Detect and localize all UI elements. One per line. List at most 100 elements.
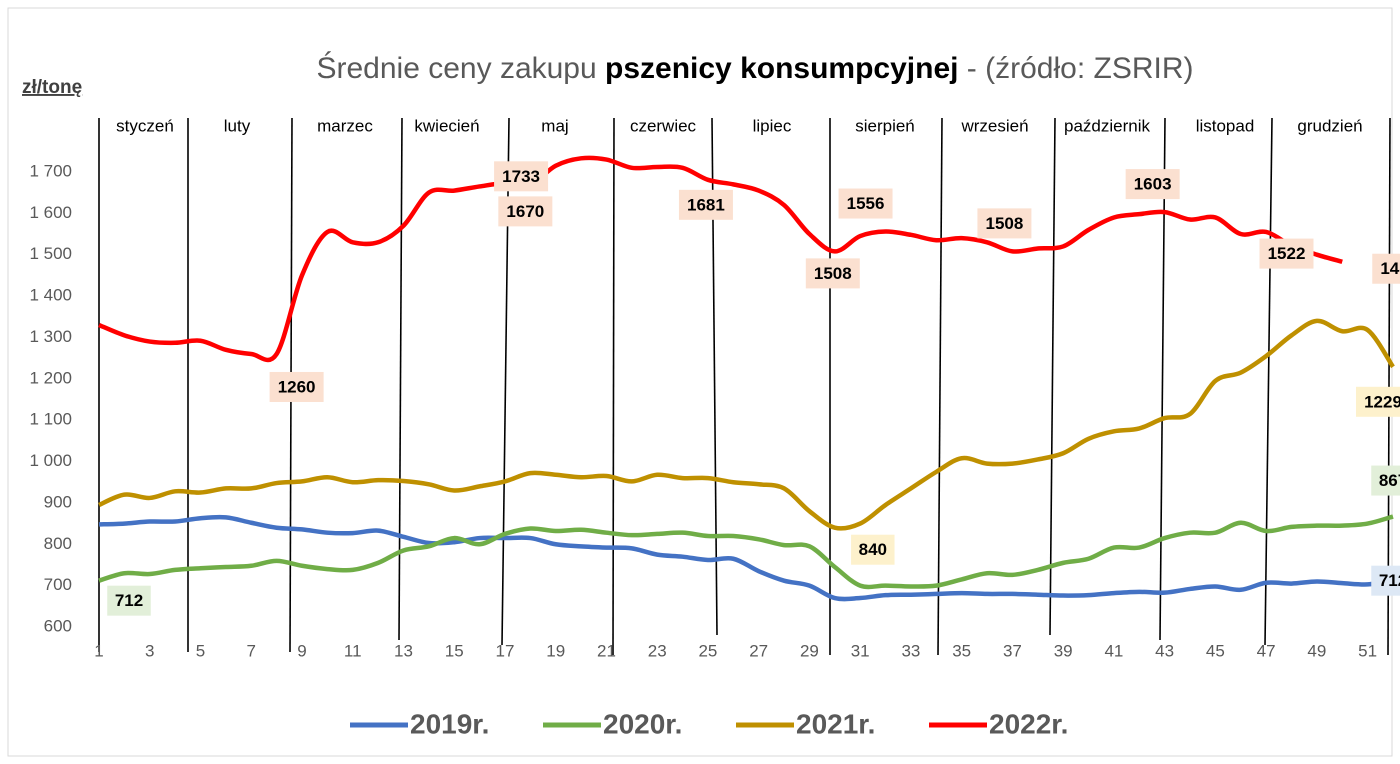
chart-title: Średnie ceny zakupu pszenicy konsumpcyjn… (317, 51, 1194, 85)
x-tick-label: 13 (394, 641, 413, 660)
month-separator (1264, 117, 1273, 646)
x-tick-label: 5 (196, 641, 205, 660)
data-label: 712 (1379, 571, 1400, 590)
x-tick-label: 17 (495, 641, 514, 660)
data-label: 1508 (985, 214, 1023, 233)
month-label: lipiec (753, 116, 792, 135)
y-tick-label: 600 (44, 616, 72, 635)
month-separator (612, 117, 615, 656)
data-label-box (1371, 465, 1400, 496)
month-label: sierpień (855, 116, 915, 135)
month-separator (1049, 117, 1056, 636)
data-label: 1556 (847, 194, 885, 213)
x-tick-label: 47 (1257, 641, 1276, 660)
x-tick-label: 7 (247, 641, 256, 660)
data-label: 1681 (687, 195, 725, 214)
title-part: Średnie ceny zakupu (317, 51, 606, 85)
data-label-box (1371, 565, 1400, 596)
title-part: pszenicy konsumpcyjnej (605, 52, 958, 85)
month-label: maj (541, 116, 568, 135)
x-tick-label: 37 (1003, 641, 1022, 660)
x-tick-label: 49 (1307, 641, 1326, 660)
data-label: 1522 (1268, 244, 1306, 263)
x-tick-label: 35 (952, 641, 971, 660)
data-label: 712 (115, 591, 143, 610)
month-label: styczeń (116, 116, 174, 135)
y-tick-label: 1 300 (29, 327, 72, 346)
legend-label: 2021r. (796, 708, 875, 739)
month-label: wrzesień (960, 116, 1028, 135)
title-part: - (źródło: ZSRIR) (958, 52, 1193, 85)
y-tick-label: 800 (44, 534, 72, 553)
y-tick-label: 700 (44, 575, 72, 594)
data-label-box (1372, 253, 1400, 284)
legend-label: 2019r. (410, 708, 489, 739)
series-line (98, 514, 1394, 590)
month-label: kwiecień (414, 116, 479, 135)
month-label: luty (224, 116, 251, 135)
month-separators (98, 117, 1391, 656)
data-label: 1508 (814, 264, 852, 283)
legend-label: 2020r. (603, 708, 682, 739)
x-tick-label: 31 (851, 641, 870, 660)
x-tick-label: 39 (1054, 641, 1073, 660)
x-tick-label: 45 (1206, 641, 1225, 660)
y-axis-label: zł/tonę (22, 77, 82, 98)
month-label: czerwiec (630, 116, 697, 135)
data-label: 1260 (278, 377, 316, 396)
data-label-box (678, 189, 733, 220)
x-tick-label: 23 (648, 641, 667, 660)
month-label: październik (1064, 116, 1150, 135)
month-label: grudzień (1297, 116, 1362, 135)
series-line (98, 155, 1343, 363)
y-tick-label: 1 700 (29, 161, 72, 180)
data-label-box (1259, 238, 1314, 269)
y-tick-label: 1 400 (29, 286, 72, 305)
x-tick-label: 29 (800, 641, 819, 660)
y-tick-label: 1 600 (29, 203, 72, 222)
y-tick-label: 1 500 (29, 244, 72, 263)
data-label: 1603 (1134, 175, 1172, 194)
data-label-box (269, 371, 324, 402)
data-label: 867 (1379, 471, 1400, 490)
series-line (98, 514, 1394, 602)
data-label-box (498, 196, 553, 227)
data-label-box (1356, 386, 1400, 417)
chart-frame (7, 7, 1393, 757)
data-label-box (851, 534, 895, 565)
data-label: 840 (859, 540, 887, 559)
x-tick-label: 21 (597, 641, 616, 660)
x-tick-label: 25 (698, 641, 717, 660)
x-tick-label: 51 (1358, 641, 1377, 660)
y-tick-label: 900 (44, 492, 72, 511)
month-separator (937, 117, 943, 656)
data-label: 1229 (1364, 392, 1400, 411)
x-tick-label: 11 (344, 641, 362, 660)
series-line (98, 318, 1395, 531)
y-tick-label: 1 100 (29, 410, 72, 429)
data-label-box (838, 188, 893, 219)
legend-label: 2022r. (989, 708, 1068, 739)
x-tick-label: 15 (445, 641, 464, 660)
x-tick-label: 33 (901, 641, 920, 660)
y-tick-label: 1 000 (29, 451, 72, 470)
data-label-box (107, 585, 151, 616)
data-label-box (1125, 169, 1180, 200)
x-tick-label: 41 (1104, 641, 1123, 660)
data-label-box (977, 208, 1032, 239)
x-tick-label: 27 (749, 641, 768, 660)
month-label: listopad (1196, 116, 1255, 135)
x-tick-label: 19 (546, 641, 565, 660)
y-tick-label: 1 200 (29, 368, 72, 387)
x-tick-label: 3 (145, 641, 154, 660)
data-label: 1483 (1380, 259, 1400, 278)
month-separator (1159, 117, 1166, 641)
x-tick-label: 43 (1155, 641, 1174, 660)
month-separator (1387, 117, 1391, 656)
data-label-box (805, 258, 860, 289)
data-label-box (494, 161, 549, 192)
x-tick-label: 1 (94, 641, 103, 660)
data-label: 1670 (506, 202, 544, 221)
data-label: 1733 (502, 167, 540, 186)
